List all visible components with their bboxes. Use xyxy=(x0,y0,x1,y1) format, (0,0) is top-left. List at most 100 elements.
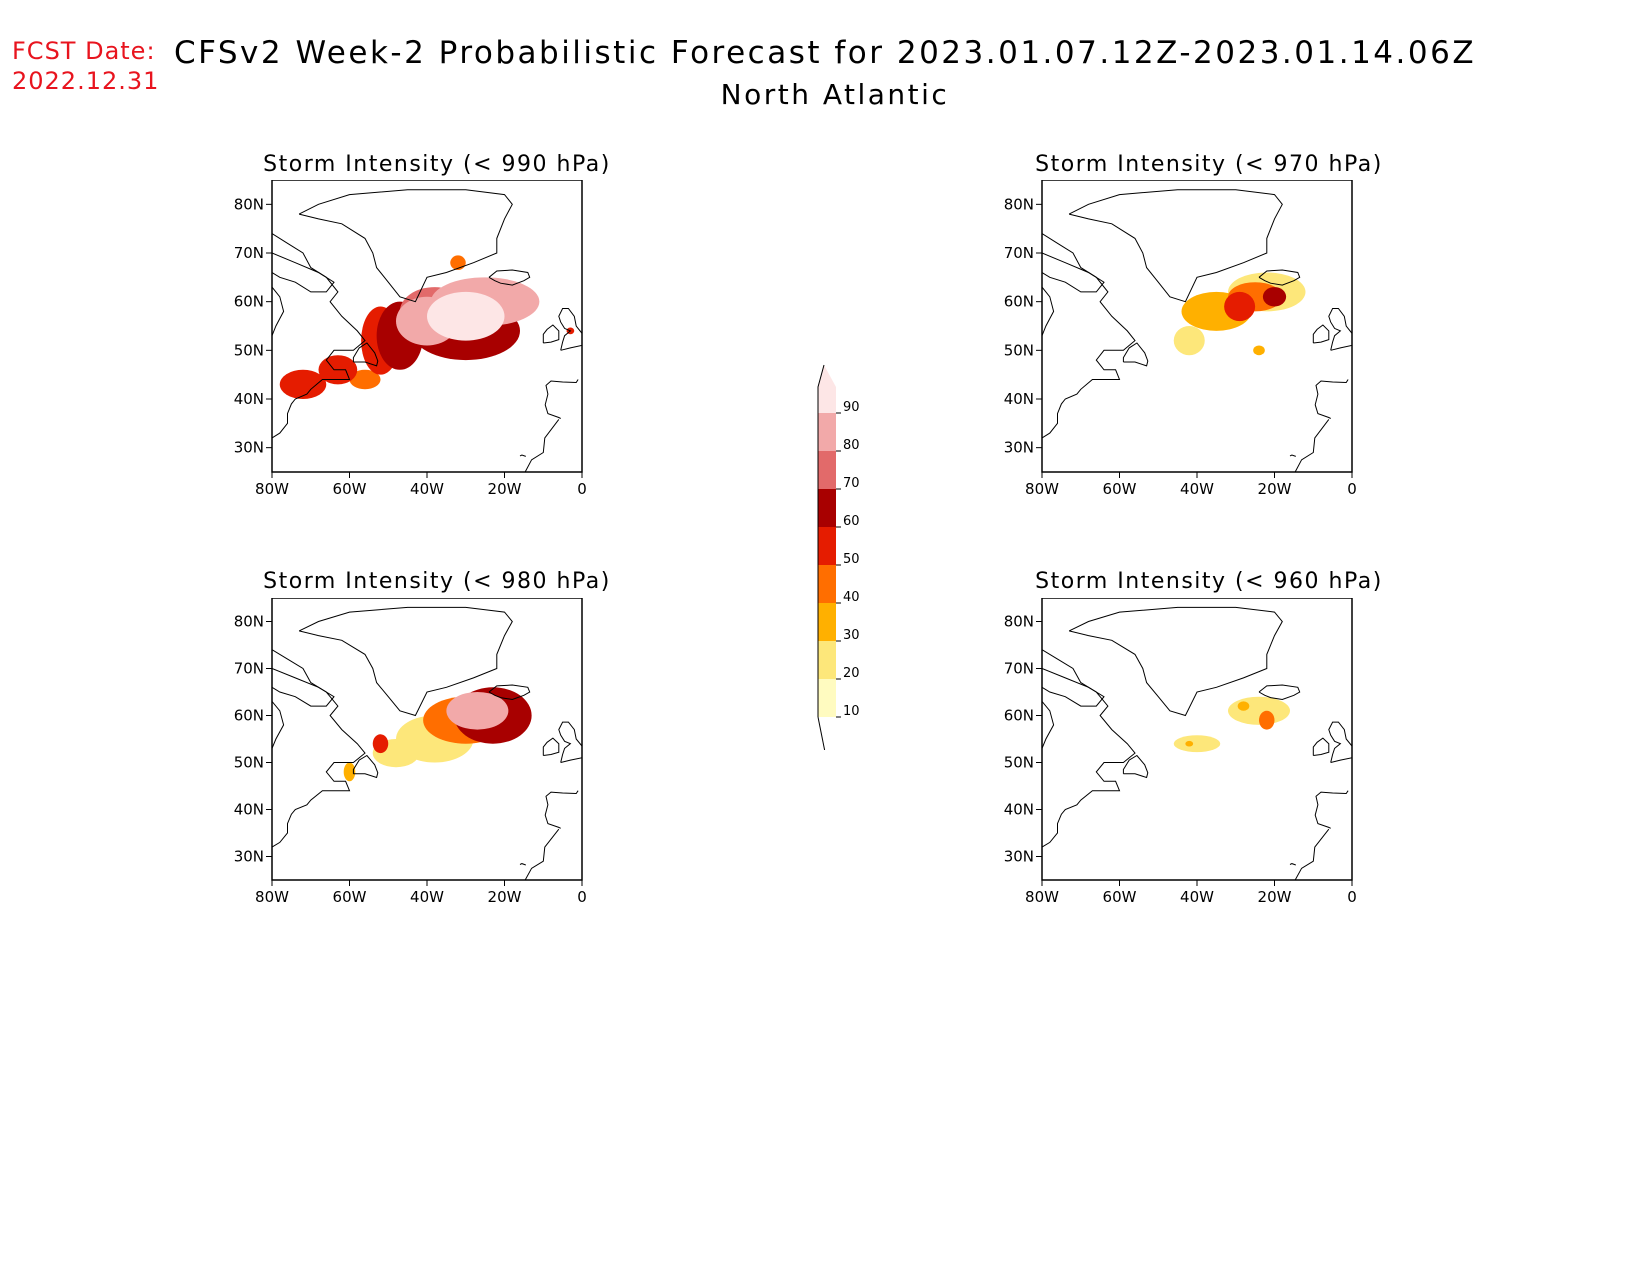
map-panel-960: 80W 60W 40W 20W 0 80N 70N 60N 50N 40N 30N xyxy=(1004,598,1410,906)
coastline xyxy=(1122,342,1149,367)
lon-tick-label: 80W xyxy=(255,480,289,498)
colorbar-swatch xyxy=(818,603,836,641)
coastline xyxy=(298,606,513,717)
lat-tick-label: 70N xyxy=(1004,660,1034,678)
coastline xyxy=(544,379,579,419)
lat-tick-label: 30N xyxy=(1004,848,1034,866)
lon-tick-label: 0 xyxy=(1347,480,1357,498)
forecast-date-label: FCST Date: 2022.12.31 xyxy=(12,36,159,96)
coastline xyxy=(594,251,640,302)
probability-area xyxy=(1259,710,1275,730)
lon-tick-label: 40W xyxy=(1180,888,1214,906)
coastline xyxy=(1294,828,1330,880)
lon-tick-label: 80W xyxy=(255,888,289,906)
coastline xyxy=(544,790,579,829)
probability-area xyxy=(1237,701,1250,711)
lat-tick-label: 80N xyxy=(1004,613,1034,631)
lon-tick-label: 0 xyxy=(577,888,587,906)
coastline xyxy=(1328,721,1352,763)
lat-tick-label: 40N xyxy=(234,390,264,408)
coastline xyxy=(272,286,285,336)
lat-tick-label: 70N xyxy=(1004,244,1034,262)
lon-tick-label: 60W xyxy=(1103,888,1137,906)
coastline xyxy=(272,668,335,707)
probability-area xyxy=(1253,345,1265,356)
panel-title-970: Storm Intensity (< 970 hPa) xyxy=(1035,152,1383,177)
probability-area xyxy=(446,692,509,730)
colorbar-swatch xyxy=(818,365,836,413)
probability-area xyxy=(1262,287,1287,307)
coastline xyxy=(272,701,285,749)
coastline xyxy=(272,252,335,293)
lon-tick-label: 80W xyxy=(1025,888,1059,906)
lat-tick-label: 70N xyxy=(234,660,264,678)
lat-tick-label: 70N xyxy=(234,244,264,262)
colorbar-swatch xyxy=(818,451,836,489)
probability-area xyxy=(343,762,356,782)
colorbar-swatch xyxy=(818,565,836,603)
lon-tick-label: 60W xyxy=(333,480,367,498)
lon-tick-label: 40W xyxy=(1180,480,1214,498)
title-line-1: CFSv2 Week-2 Probabilistic Forecast for … xyxy=(173,35,1477,71)
coastline xyxy=(1314,790,1349,829)
coastline xyxy=(488,684,531,701)
panel-title-960: Storm Intensity (< 960 hPa) xyxy=(1035,569,1383,594)
coastline xyxy=(1314,379,1349,419)
probability-area xyxy=(1228,696,1290,725)
coastline xyxy=(1364,666,1410,715)
lon-tick-label: 80W xyxy=(1025,480,1059,498)
coastline xyxy=(558,721,582,763)
coastline xyxy=(519,863,526,866)
coastline xyxy=(1312,324,1330,344)
lat-tick-label: 40N xyxy=(1004,801,1034,819)
fcst-date-value: 2022.12.31 xyxy=(12,67,160,95)
colorbar-label: 10 xyxy=(843,704,860,719)
probability-area xyxy=(427,291,505,341)
lat-tick-label: 50N xyxy=(234,341,264,359)
coastline xyxy=(1364,251,1410,302)
lon-tick-label: 40W xyxy=(410,480,444,498)
lon-tick-label: 20W xyxy=(1258,480,1292,498)
lon-tick-label: 60W xyxy=(1103,480,1137,498)
coastline xyxy=(352,342,379,367)
colorbar-swatch xyxy=(818,489,836,527)
lat-tick-label: 50N xyxy=(234,754,264,772)
colorbar-label: 80 xyxy=(843,438,860,453)
coastline xyxy=(272,233,366,439)
coastline xyxy=(1042,233,1136,439)
colorbar-legend: 10 20 30 40 50 60 70 80 90 xyxy=(817,364,860,750)
coastline xyxy=(1068,189,1283,303)
coastline xyxy=(1068,606,1283,717)
coastline xyxy=(519,454,526,457)
fcst-label-text: FCST Date: xyxy=(12,37,156,65)
lat-tick-label: 30N xyxy=(234,848,264,866)
lon-tick-label: 20W xyxy=(1258,888,1292,906)
lat-tick-label: 80N xyxy=(234,613,264,631)
coastline xyxy=(1042,252,1105,293)
lon-tick-label: 60W xyxy=(333,888,367,906)
probability-area xyxy=(1173,326,1205,356)
colorbar-swatch xyxy=(818,679,836,717)
colorbar-outline xyxy=(817,364,825,717)
figure-title: CFSv2 Week-2 Probabilistic Forecast for … xyxy=(0,32,1650,116)
coastline xyxy=(1042,668,1105,707)
lat-tick-label: 60N xyxy=(234,293,264,311)
coastline xyxy=(542,737,560,756)
coastline xyxy=(272,649,366,848)
lat-tick-label: 40N xyxy=(234,801,264,819)
coastline xyxy=(1258,684,1301,701)
colorbar-label: 70 xyxy=(843,476,860,491)
lon-tick-label: 40W xyxy=(410,888,444,906)
colorbar-label: 50 xyxy=(843,552,860,567)
coastline xyxy=(1289,863,1296,866)
coastline xyxy=(1328,308,1352,351)
map-panel-990: 80W 60W 40W 20W 0 80N 70N 60N 50N 40N 30N xyxy=(234,180,640,498)
lat-tick-label: 50N xyxy=(1004,341,1034,359)
coastline xyxy=(1258,269,1301,286)
coastline xyxy=(488,269,531,286)
lon-tick-label: 0 xyxy=(577,480,587,498)
lat-tick-label: 40N xyxy=(1004,390,1034,408)
lat-tick-label: 30N xyxy=(234,439,264,457)
lat-tick-label: 60N xyxy=(1004,293,1034,311)
coastline xyxy=(594,666,640,715)
